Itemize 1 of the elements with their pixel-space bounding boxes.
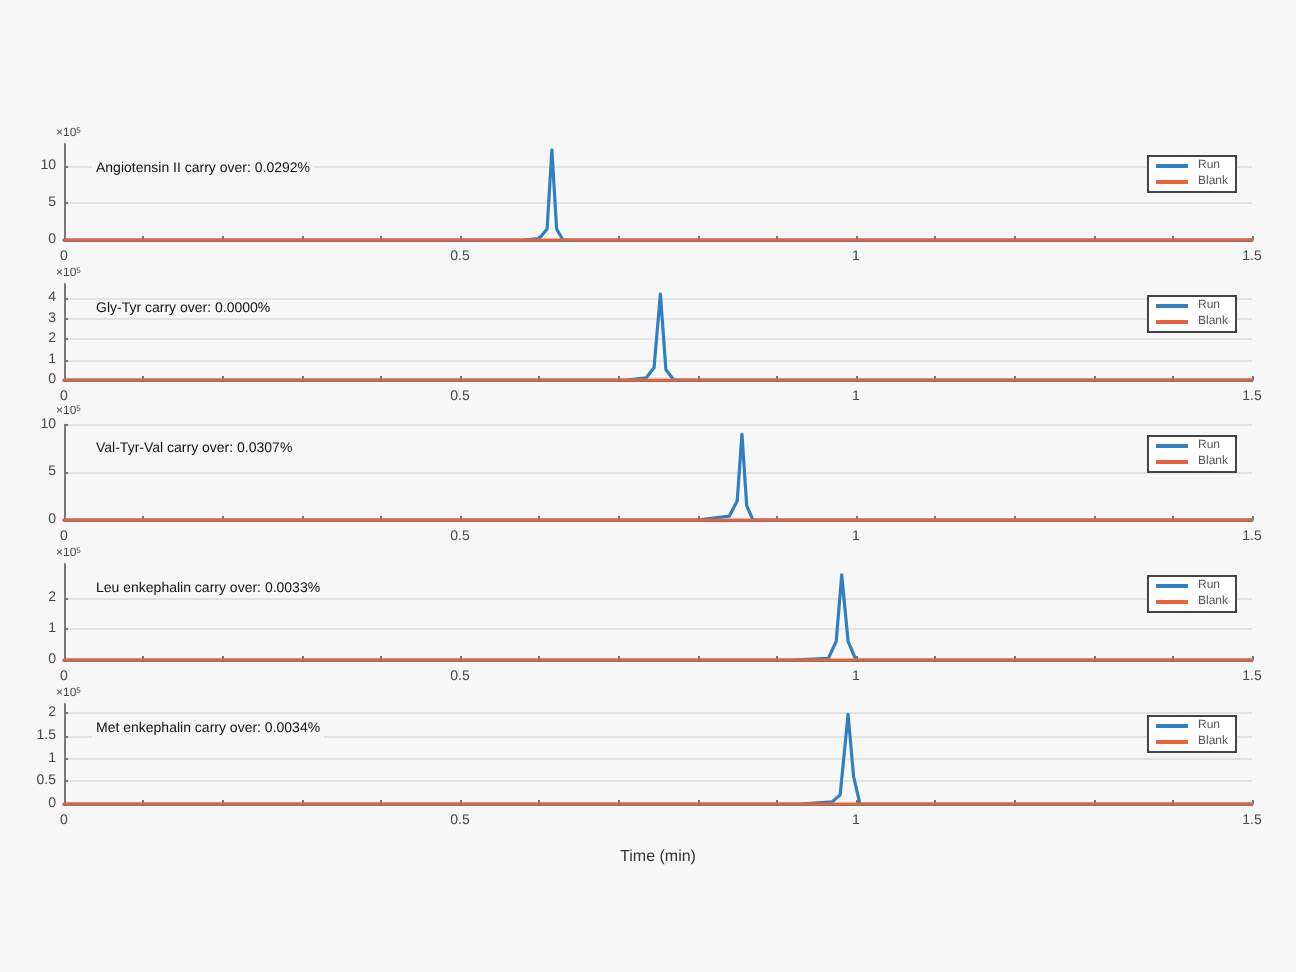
x-axis-title: Time (min) <box>620 847 697 865</box>
